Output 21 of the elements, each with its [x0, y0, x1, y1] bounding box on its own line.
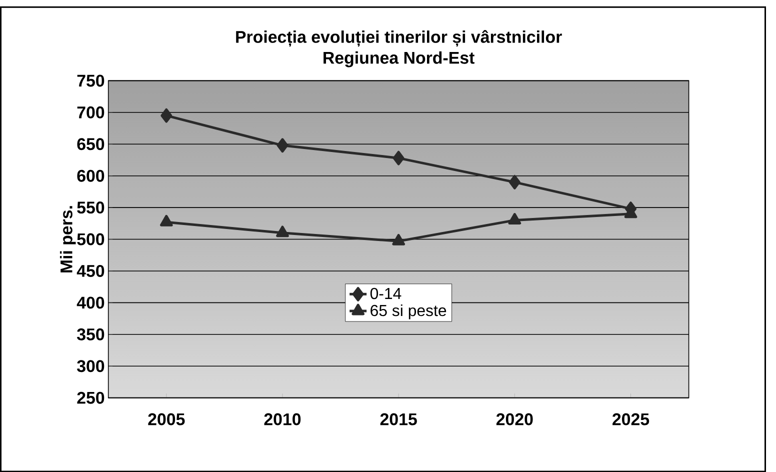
y-tick-label: 450 — [76, 264, 104, 277]
y-tick-label: 750 — [77, 74, 104, 87]
y-tick-label: 700 — [77, 106, 104, 118]
y-tick-label: 400 — [76, 296, 104, 309]
x-tick-label: 2005 — [148, 413, 185, 426]
chart-title: Proiecția evoluției tinerilor și vârstnicilor — [236, 30, 562, 47]
y-tick-label: 600 — [77, 170, 104, 182]
y-tick-label: 550 — [77, 201, 104, 214]
chart-subtitle: Regiunea Nord-Est — [324, 51, 474, 68]
legend-label: 65 si peste — [370, 304, 446, 320]
y-tick-label: 650 — [77, 138, 104, 150]
y-tick-label: 350 — [76, 328, 104, 340]
y-tick-label: 300 — [76, 360, 104, 372]
x-tick-label: 2020 — [496, 413, 533, 426]
x-tick-label: 2025 — [612, 413, 650, 426]
y-axis-title: Mii pers. — [60, 206, 76, 272]
legend-label: 0-14 — [370, 288, 402, 300]
y-tick-label: 500 — [77, 233, 104, 246]
x-tick-label: 2015 — [380, 413, 417, 426]
y-tick-label: 250 — [77, 392, 104, 404]
x-tick-label: 2010 — [264, 413, 301, 426]
